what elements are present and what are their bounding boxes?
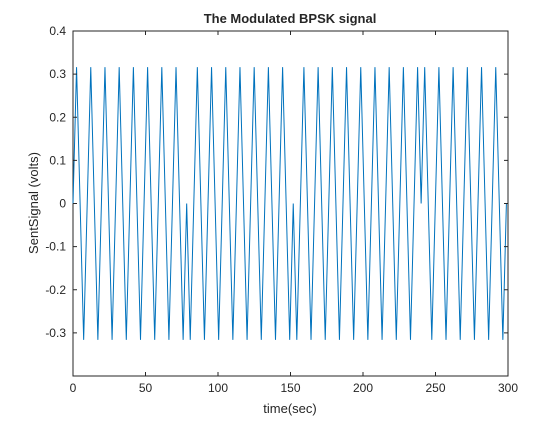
y-tick-label: 0.1 (49, 153, 66, 167)
y-tick-label: 0.4 (49, 24, 66, 38)
x-tick-label: 100 (208, 381, 228, 395)
x-tick-label: 50 (139, 381, 153, 395)
chart-title: The Modulated BPSK signal (204, 11, 377, 26)
y-tick-label: 0 (59, 197, 66, 211)
x-tick-label: 0 (70, 381, 77, 395)
x-axis-label: time(sec) (263, 401, 316, 416)
y-tick-label: -0.1 (45, 240, 66, 254)
x-tick-label: 250 (425, 381, 445, 395)
y-axis-ticks: -0.3 -0.2 -0.1 0 0.1 0.2 0.3 0.4 (45, 24, 508, 340)
plot-area (72, 30, 509, 377)
y-tick-label: 0.2 (49, 110, 66, 124)
x-axis-ticks: 0 50 100 150 200 250 300 (70, 31, 518, 395)
x-tick-label: 300 (498, 381, 518, 395)
y-tick-label: 0.3 (49, 67, 66, 81)
y-tick-label: -0.3 (45, 326, 66, 340)
signal-line (72, 67, 507, 340)
x-tick-label: 200 (353, 381, 373, 395)
y-tick-label: -0.2 (45, 283, 66, 297)
y-axis-label: SentSignal (volts) (26, 152, 41, 254)
x-tick-label: 150 (280, 381, 300, 395)
